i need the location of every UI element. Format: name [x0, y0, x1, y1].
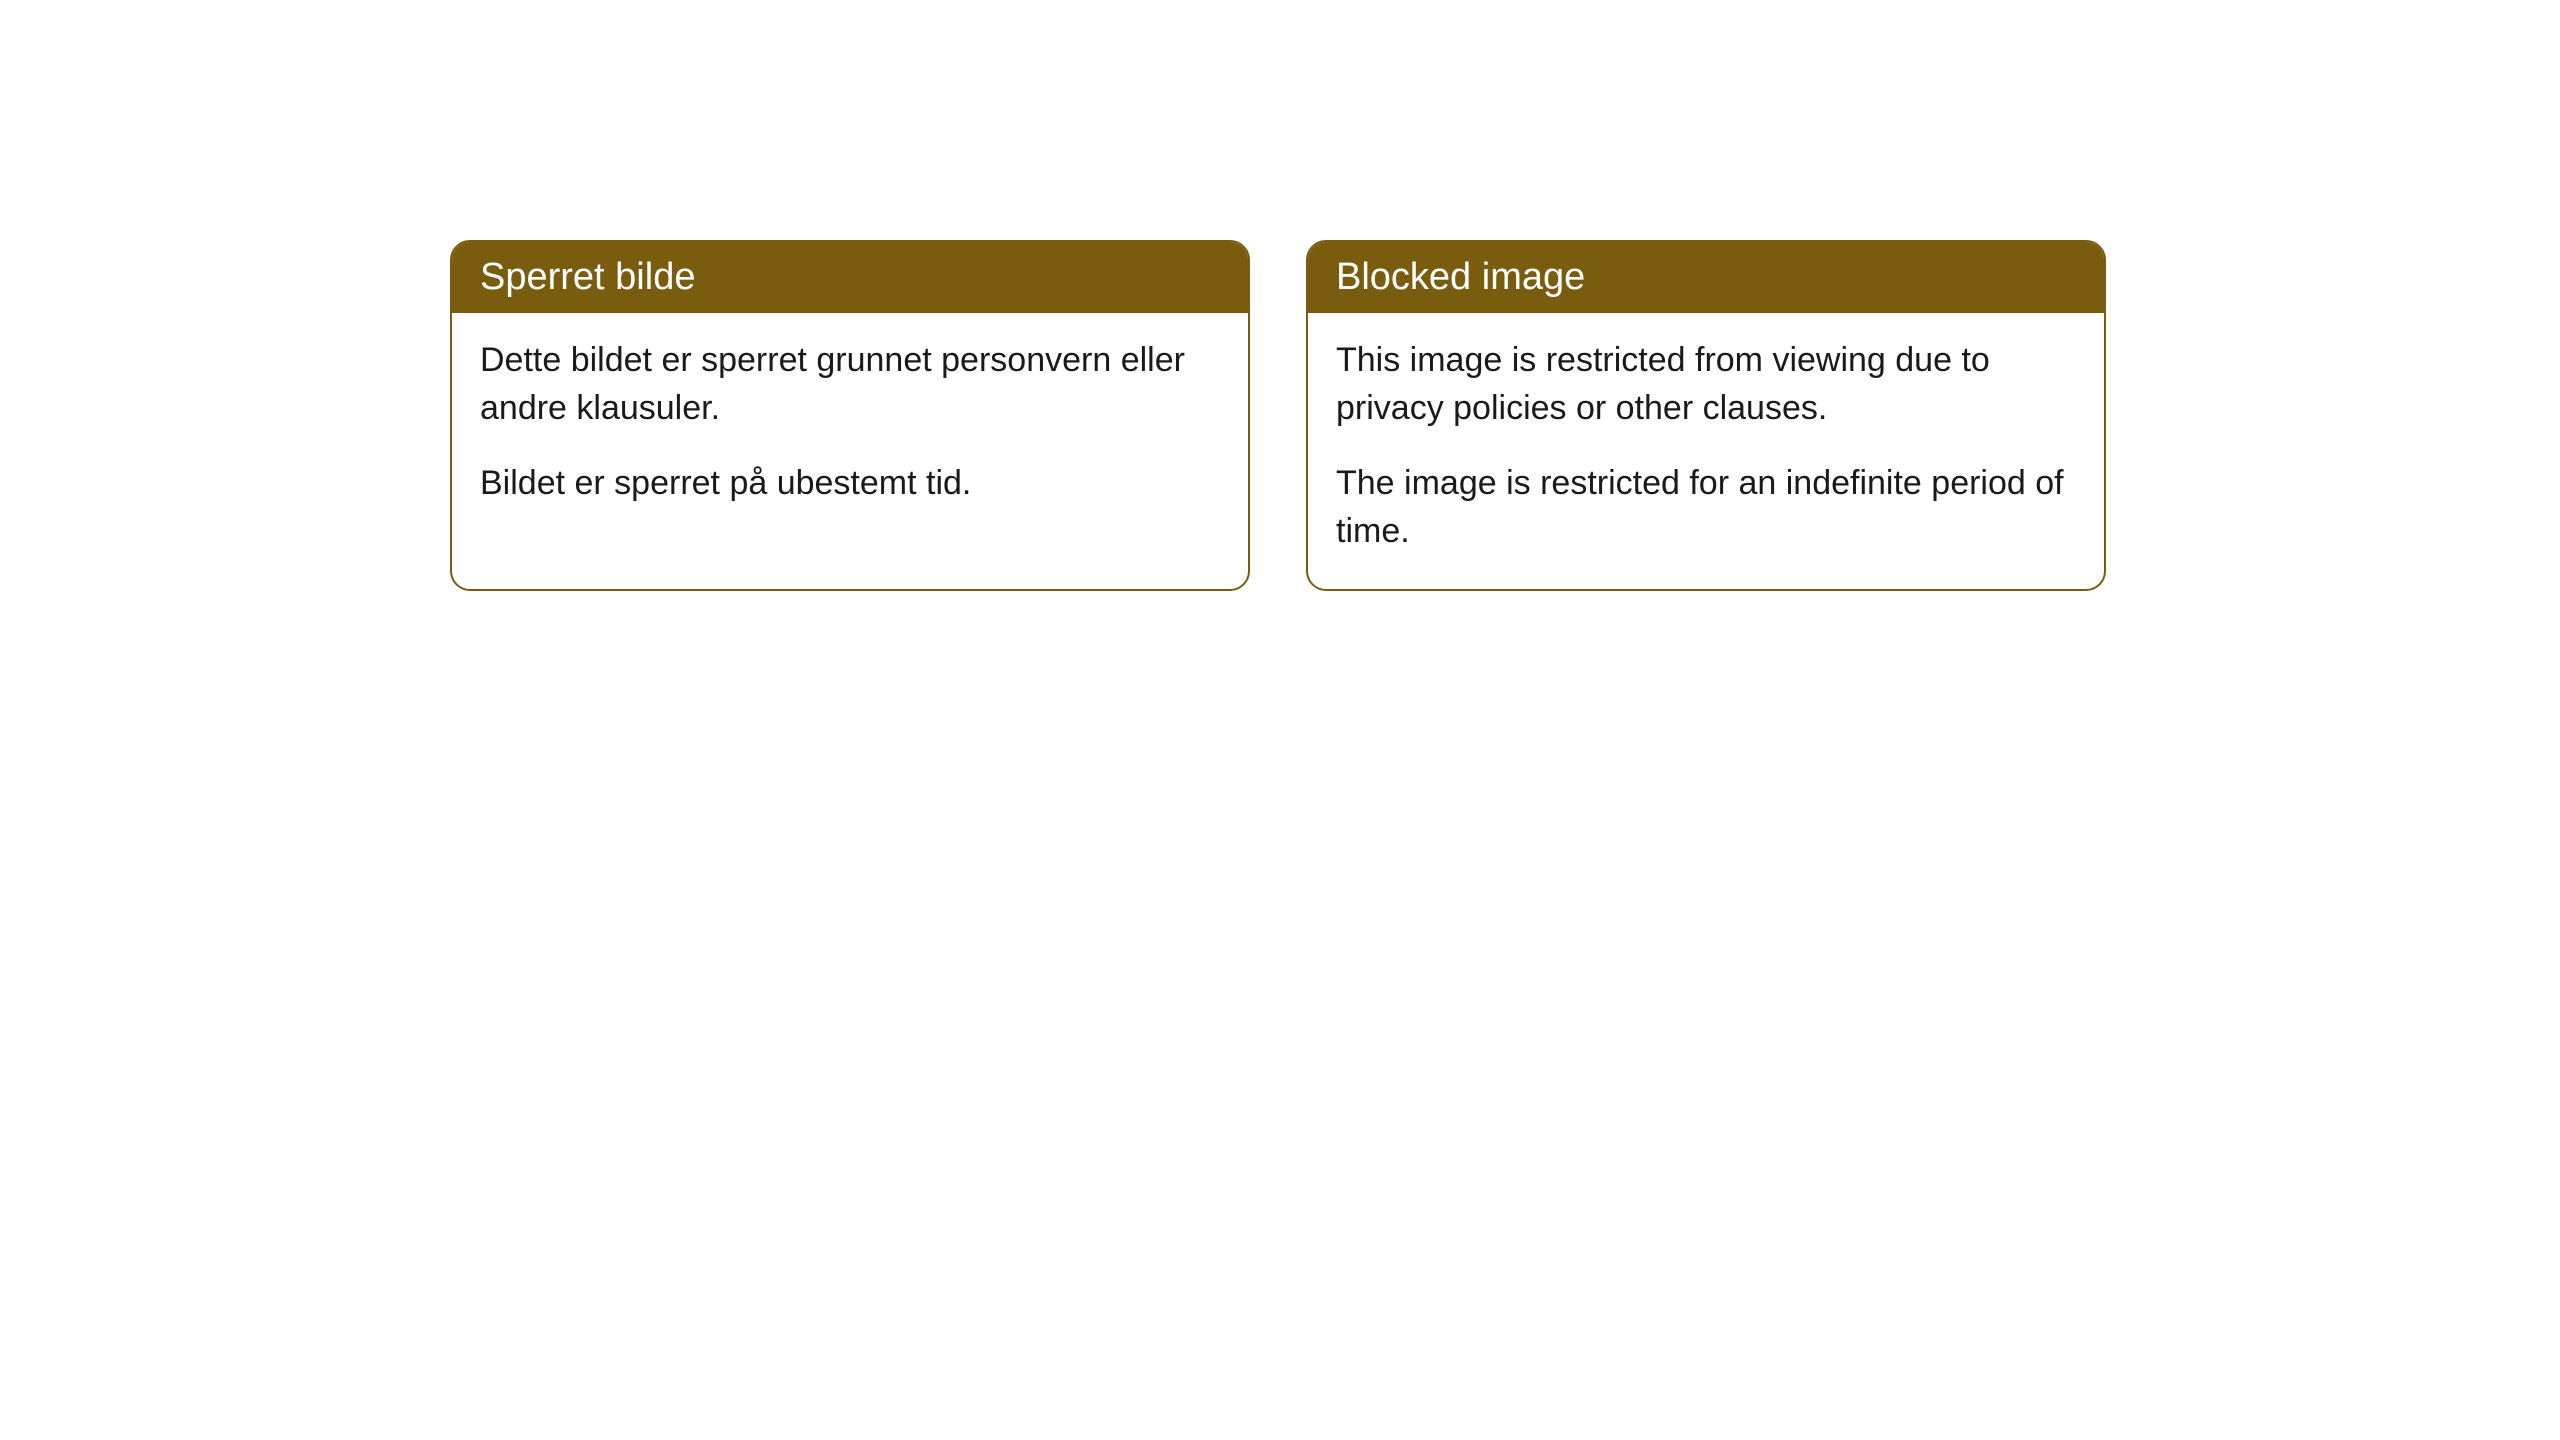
card-title: Sperret bilde: [480, 256, 695, 298]
notice-card-english: Blocked image This image is restricted f…: [1306, 240, 2106, 591]
notice-cards-container: Sperret bilde Dette bildet er sperret gr…: [450, 240, 2560, 591]
card-title: Blocked image: [1336, 256, 1585, 298]
card-header: Sperret bilde: [452, 242, 1248, 313]
card-body: This image is restricted from viewing du…: [1308, 313, 2104, 589]
notice-card-norwegian: Sperret bilde Dette bildet er sperret gr…: [450, 240, 1250, 591]
card-header: Blocked image: [1308, 242, 2104, 313]
card-paragraph: This image is restricted from viewing du…: [1336, 337, 2076, 432]
card-body: Dette bildet er sperret grunnet personve…: [452, 313, 1248, 542]
card-paragraph: Bildet er sperret på ubestemt tid.: [480, 460, 1220, 508]
card-paragraph: The image is restricted for an indefinit…: [1336, 460, 2076, 555]
card-paragraph: Dette bildet er sperret grunnet personve…: [480, 337, 1220, 432]
